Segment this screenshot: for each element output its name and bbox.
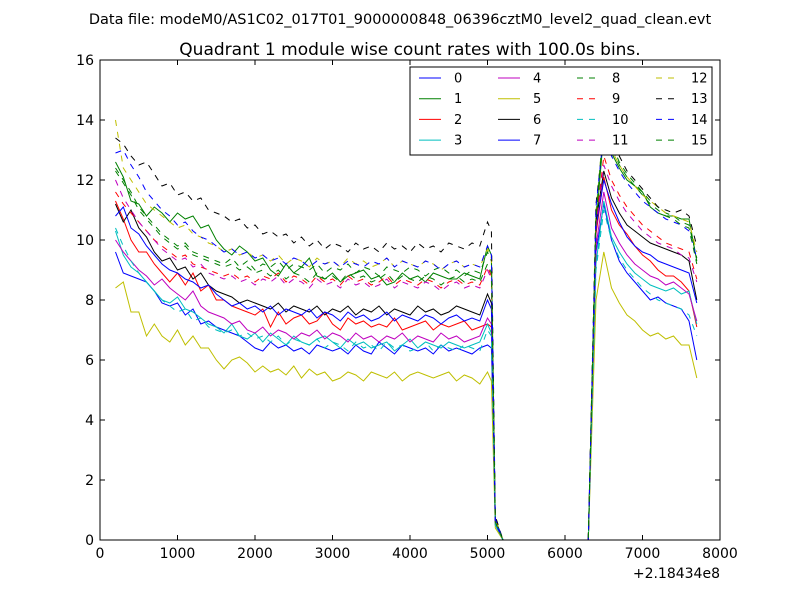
- x-tick-label: 1000: [160, 546, 196, 562]
- suptitle: Data file: modeM0/AS1C02_017T01_90000008…: [89, 12, 712, 28]
- y-tick-label: 4: [85, 413, 94, 429]
- x-tick-label: 0: [96, 546, 105, 562]
- legend-label-10: 10: [612, 113, 629, 128]
- axis-ticks: 0 1000 2000 3000 4000 5000 6000 7000 80000246810…: [76, 53, 738, 562]
- series-0-line: [115, 203, 698, 541]
- legend-label-11: 11: [612, 134, 629, 149]
- legend-label-3: 3: [454, 134, 462, 149]
- series-5-line: [115, 251, 698, 541]
- legend-label-6: 6: [533, 113, 541, 128]
- plot-lines: [115, 119, 698, 541]
- series-10-line: [115, 209, 698, 541]
- series-7-line: [115, 179, 698, 541]
- x-tick-label: 8000: [702, 546, 738, 562]
- legend-label-2: 2: [454, 113, 462, 128]
- chart-title: Quadrant 1 module wise count rates with …: [179, 40, 640, 60]
- y-tick-label: 10: [76, 233, 94, 249]
- series-14-line: [115, 131, 698, 541]
- legend-label-13: 13: [691, 92, 708, 107]
- legend-label-1: 1: [454, 92, 462, 107]
- x-tick-label: 7000: [625, 546, 661, 562]
- legend-label-4: 4: [533, 72, 541, 87]
- y-tick-label: 12: [76, 173, 94, 189]
- series-4-line: [115, 191, 698, 541]
- x-offset-label: +2.18434e8: [633, 566, 720, 582]
- series-12-line: [115, 119, 698, 541]
- series-11-line: [115, 164, 698, 541]
- series-1-line: [115, 131, 698, 541]
- y-tick-label: 14: [76, 113, 94, 129]
- y-tick-label: 0: [85, 533, 94, 549]
- legend-label-8: 8: [612, 72, 620, 87]
- x-tick-label: 3000: [315, 546, 351, 562]
- legend-label-9: 9: [612, 92, 620, 107]
- x-tick-label: 2000: [237, 546, 273, 562]
- y-tick-label: 8: [85, 293, 94, 309]
- legend-label-15: 15: [691, 134, 708, 149]
- y-tick-label: 6: [85, 353, 94, 369]
- series-15-line: [115, 122, 698, 541]
- legend-label-14: 14: [691, 113, 708, 128]
- series-6-line: [115, 170, 698, 541]
- legend-label-12: 12: [691, 72, 708, 87]
- legend-label-7: 7: [533, 134, 541, 149]
- legend-label-5: 5: [533, 92, 541, 107]
- series-9-line: [115, 155, 698, 541]
- x-tick-label: 5000: [470, 546, 506, 562]
- x-tick-label: 6000: [547, 546, 583, 562]
- legend-label-0: 0: [454, 72, 462, 87]
- y-tick-label: 2: [85, 473, 94, 489]
- series-3-line: [115, 200, 698, 541]
- y-tick-label: 16: [76, 53, 94, 69]
- x-tick-label: 4000: [392, 546, 428, 562]
- series-8-line: [115, 119, 698, 541]
